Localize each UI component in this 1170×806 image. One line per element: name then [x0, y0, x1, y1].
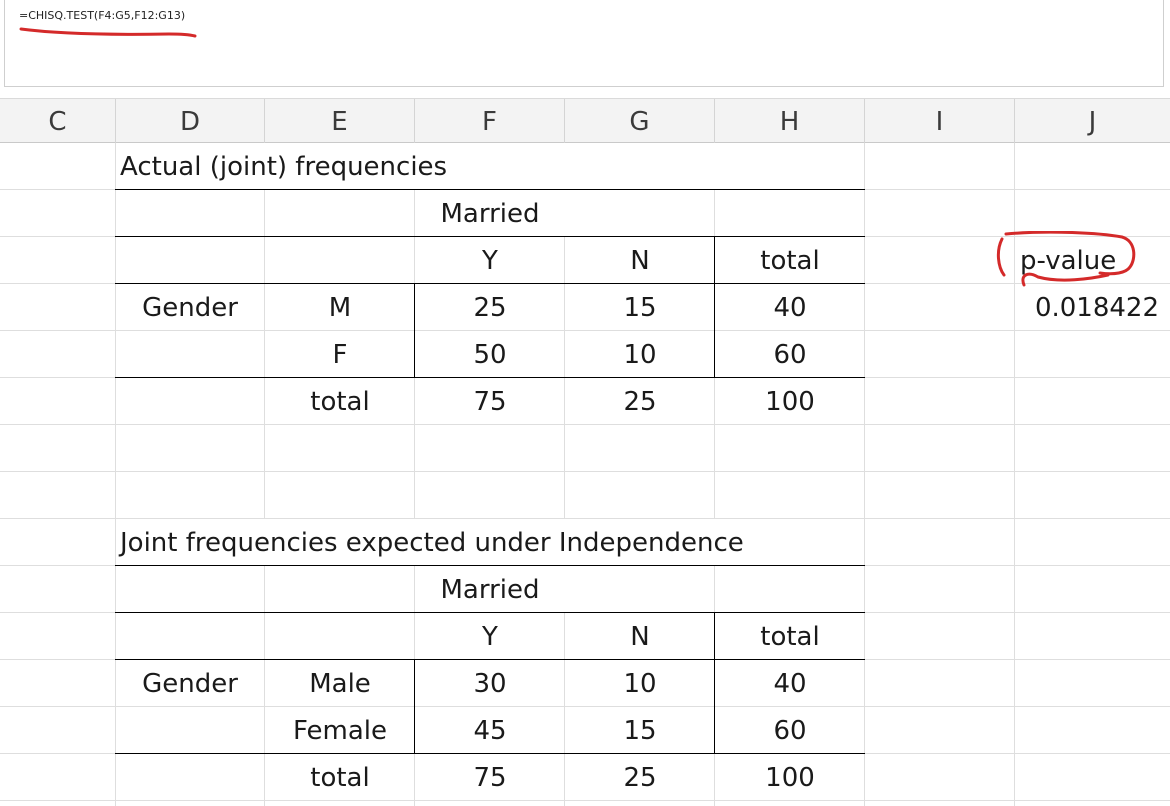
table2-border [115, 659, 865, 660]
column-header-c[interactable]: C [0, 99, 116, 143]
column-header-j[interactable]: J [1088, 107, 1097, 137]
gridline-horizontal [0, 706, 1170, 707]
gridline-horizontal [0, 518, 1170, 519]
table1-total-label[interactable]: total [310, 387, 370, 417]
table2-border [115, 753, 865, 754]
column-header-row: C D E F G H I J [0, 98, 1170, 143]
column-header-e[interactable]: E [265, 99, 415, 143]
table1-row-label[interactable]: M [328, 293, 352, 323]
table1-cell[interactable]: 15 [623, 293, 657, 323]
table1-cell[interactable]: 50 [473, 340, 507, 370]
table2-border [115, 565, 865, 566]
table1-married-header[interactable]: Married [440, 199, 540, 229]
table1-border [115, 189, 865, 190]
table2-total-cell[interactable]: 25 [623, 763, 657, 793]
table1-col-n[interactable]: N [630, 246, 650, 276]
table2-total-cell[interactable]: 75 [473, 763, 507, 793]
table2-total-cell[interactable]: 100 [765, 763, 815, 793]
table1-border [714, 236, 715, 378]
table1-cell[interactable]: 40 [773, 293, 807, 323]
gridline-horizontal [0, 330, 1170, 331]
table2-col-y[interactable]: Y [482, 622, 498, 652]
table1-border [115, 236, 865, 237]
red-underline-annotation [19, 27, 197, 38]
table2-cell[interactable]: 15 [623, 716, 657, 746]
table1-gender-label[interactable]: Gender [142, 293, 238, 323]
red-circle-annotation [996, 231, 1136, 287]
table2-border [115, 612, 865, 613]
gridline-vertical [564, 143, 565, 806]
gridline-vertical [414, 143, 415, 806]
table2-cell[interactable]: 30 [473, 669, 507, 699]
gridline-horizontal [0, 800, 1170, 801]
formula-text[interactable]: =CHISQ.TEST(F4:G5,F12:G13) [19, 9, 186, 22]
column-header-f[interactable]: F [415, 99, 565, 143]
table2-border [414, 659, 415, 754]
spreadsheet-grid[interactable]: Actual (joint) frequencies Married Y N t… [0, 143, 1170, 806]
formula-input-box[interactable]: =CHISQ.TEST(F4:G5,F12:G13) [4, 0, 1164, 87]
table1-row-label[interactable]: F [332, 340, 348, 370]
table1-border [115, 377, 865, 378]
table1-total-cell[interactable]: 100 [765, 387, 815, 417]
table1-cell[interactable]: 25 [473, 293, 507, 323]
table1-title[interactable]: Actual (joint) frequencies [120, 152, 448, 182]
table1-total-cell[interactable]: 75 [473, 387, 507, 417]
table2-cell[interactable]: 60 [773, 716, 807, 746]
pvalue-label[interactable]: p-value [1020, 246, 1117, 276]
table1-total-cell[interactable]: 25 [623, 387, 657, 417]
table2-title[interactable]: Joint frequencies expected under Indepen… [120, 528, 744, 558]
gridline-horizontal [0, 471, 1170, 472]
pvalue-value[interactable]: 0.018422 [1034, 293, 1159, 323]
gridline-vertical [264, 143, 265, 806]
table2-col-n[interactable]: N [630, 622, 650, 652]
gridline-vertical [1014, 143, 1015, 806]
table2-cell[interactable]: 10 [623, 669, 657, 699]
table2-cell[interactable]: 45 [473, 716, 507, 746]
table2-total-label[interactable]: total [310, 763, 370, 793]
gridline-vertical [115, 143, 116, 806]
column-header-g[interactable]: G [565, 99, 715, 143]
column-header-i[interactable]: I [865, 99, 1015, 143]
table2-gender-label[interactable]: Gender [142, 669, 238, 699]
table2-married-header[interactable]: Married [440, 575, 540, 605]
gridline-vertical [864, 143, 865, 806]
table1-border [115, 283, 865, 284]
table2-border [714, 612, 715, 754]
table1-border [414, 283, 415, 378]
table1-cell[interactable]: 60 [773, 340, 807, 370]
table2-cell[interactable]: 40 [773, 669, 807, 699]
table1-col-total[interactable]: total [760, 246, 820, 276]
column-header-h[interactable]: H [715, 99, 865, 143]
gridline-vertical [714, 143, 715, 806]
table1-cell[interactable]: 10 [623, 340, 657, 370]
table2-row-label[interactable]: Female [292, 716, 387, 746]
table1-col-y[interactable]: Y [482, 246, 498, 276]
gridline-horizontal [0, 424, 1170, 425]
formula-bar[interactable]: =CHISQ.TEST(F4:G5,F12:G13) [0, 0, 1170, 98]
column-header-d[interactable]: D [116, 99, 265, 143]
table2-col-total[interactable]: total [760, 622, 820, 652]
table2-row-label[interactable]: Male [309, 669, 371, 699]
